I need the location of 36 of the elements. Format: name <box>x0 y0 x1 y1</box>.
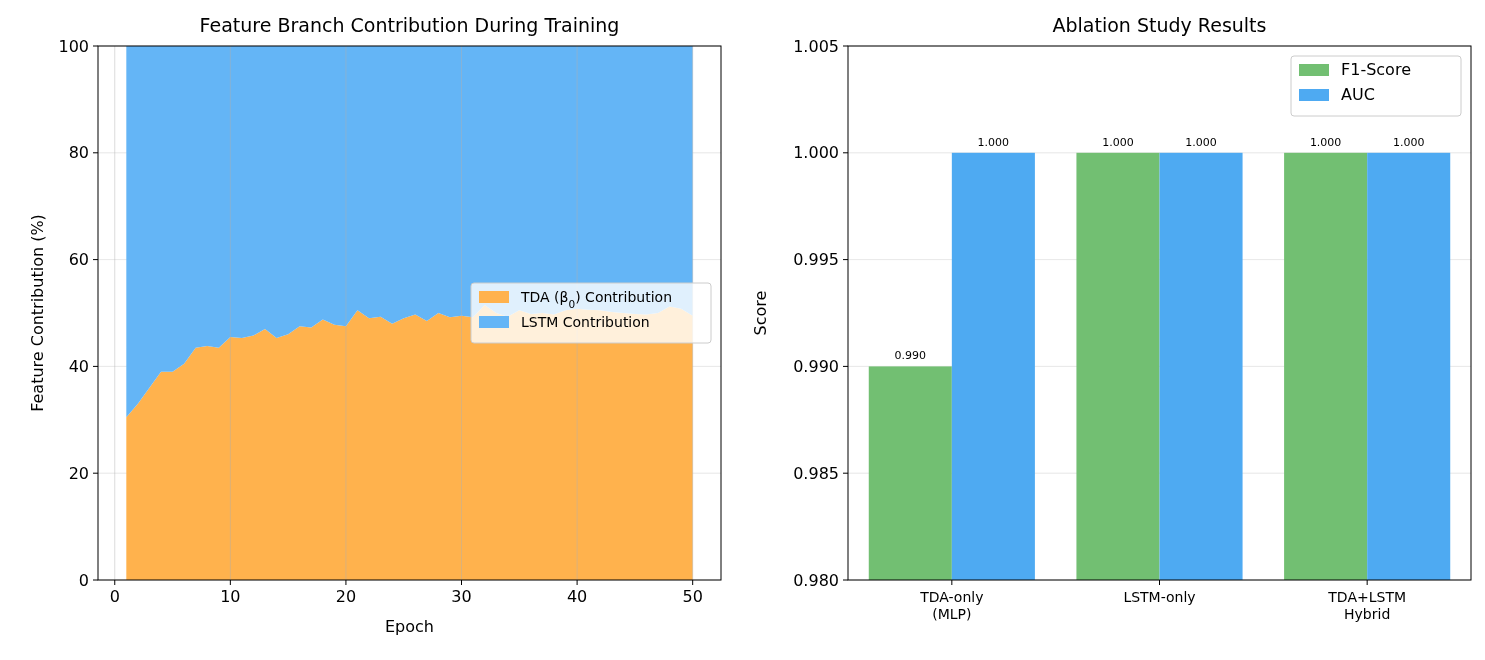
x-tick-label: TDA-only (MLP) <box>919 589 984 622</box>
data-label: 1.000 <box>1102 135 1134 149</box>
y-axis-title: Score <box>751 290 770 336</box>
legend-label: AUC <box>1341 85 1375 104</box>
x-tick-label: 0 <box>109 587 120 606</box>
y-tick-label: 60 <box>68 250 89 270</box>
x-tick-label: 30 <box>451 587 472 606</box>
y-axis-title: Feature Contribution (%) <box>28 214 47 412</box>
data-label: 1.000 <box>1392 135 1425 149</box>
legend-label: LSTM Contribution <box>521 314 650 330</box>
legend-label: TDA (β$_{0}$) Contribution <box>520 289 673 310</box>
y-tick-label: 100 <box>58 36 89 56</box>
x-axis-title: Epoch <box>385 617 434 636</box>
chart-title: Feature Branch Contribution During Training <box>199 14 620 36</box>
data-label: 1.000 <box>977 135 1010 149</box>
y-tick-label: 1.000 <box>793 143 839 163</box>
data-label: 1.000 <box>1185 135 1217 149</box>
x-tick-label: LSTM-only <box>1123 589 1196 605</box>
legend-label: F1-Score <box>1341 60 1411 79</box>
y-tick-label: 80 <box>68 143 89 163</box>
x-tick-label: 20 <box>335 587 357 606</box>
y-tick-label: 40 <box>68 357 89 376</box>
x-tick-label: 40 <box>566 587 588 606</box>
x-tick-label: TDA+LSTM Hybrid <box>1327 589 1407 622</box>
y-tick-label: 0.995 <box>793 250 839 270</box>
y-tick-label: 0.990 <box>793 357 839 376</box>
data-label: 0.990 <box>894 349 927 363</box>
y-tick-label: 20 <box>68 463 89 483</box>
y-tick-label: 0.980 <box>793 570 839 590</box>
data-label: 1.000 <box>1309 135 1342 149</box>
chart-title: Ablation Study Results <box>1052 14 1267 36</box>
x-tick-label: 50 <box>682 587 703 606</box>
y-tick-label: 1.005 <box>793 36 839 56</box>
x-tick-label: 10 <box>220 587 241 606</box>
y-tick-label: 0 <box>78 570 89 590</box>
y-tick-label: 0.985 <box>793 463 839 483</box>
